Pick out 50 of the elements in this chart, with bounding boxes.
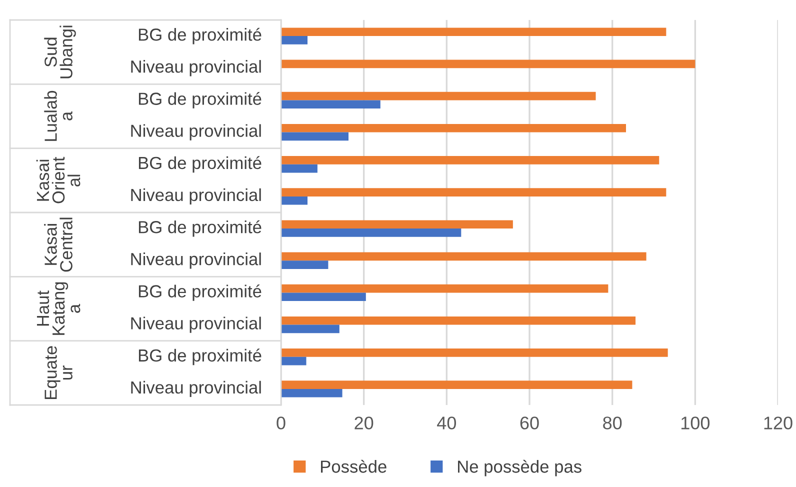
bar	[281, 284, 608, 293]
legend-label: Ne possède pas	[458, 460, 582, 476]
y-tick-label: Niveau provincial	[131, 252, 261, 269]
bar	[281, 92, 596, 100]
bar	[281, 164, 318, 173]
x-tick-label: 0	[276, 416, 286, 430]
bar	[281, 316, 636, 325]
text: Haut Katang a	[36, 282, 80, 335]
text: Kasai Orient al	[36, 156, 80, 204]
bar	[281, 124, 626, 132]
bar	[281, 348, 668, 357]
y-tick-label: BG de proximité	[138, 156, 262, 173]
y-tick-label: Niveau provincial	[131, 124, 261, 140]
y-tick-label: Niveau provincial	[131, 316, 261, 333]
y-tick-label: Niveau provincial	[131, 60, 261, 76]
bar	[281, 196, 308, 205]
x-tick-label: 100	[681, 416, 710, 430]
x-tick-label: 20	[354, 416, 374, 430]
text: Kasai Central	[44, 218, 72, 272]
bar	[281, 380, 632, 389]
bar	[281, 292, 366, 302]
bar	[281, 228, 462, 237]
x-tick-label: 40	[437, 416, 456, 430]
x-tick-label: 80	[603, 416, 622, 430]
bar	[281, 220, 513, 229]
y-tick-label: BG de proximité	[138, 92, 262, 108]
bar	[281, 188, 666, 196]
y-tick-label: BG de proximité	[138, 28, 262, 44]
bar	[281, 388, 342, 398]
bar	[281, 36, 308, 44]
y-tick-label: BG de proximité	[138, 348, 262, 366]
bar	[281, 100, 380, 109]
text: Sud Ubangi	[44, 26, 76, 78]
y-tick-label: Niveau provincial	[131, 188, 261, 205]
text: Lualab a	[44, 90, 72, 141]
bar	[281, 324, 340, 334]
bar	[281, 252, 646, 261]
bar	[281, 60, 696, 68]
bar	[281, 156, 660, 164]
y-tick-label: Niveau provincial	[131, 380, 261, 398]
x-tick-label: 60	[520, 416, 539, 430]
legend-label: Possède	[321, 460, 386, 473]
bar	[281, 28, 666, 36]
y-tick-label: BG de proximité	[138, 284, 262, 301]
bar	[281, 356, 306, 366]
bar	[281, 132, 349, 141]
y-tick-label: BG de proximité	[138, 220, 262, 237]
x-tick-label: 120	[764, 416, 792, 430]
bar	[281, 260, 328, 269]
text: Equate ur	[44, 346, 72, 400]
